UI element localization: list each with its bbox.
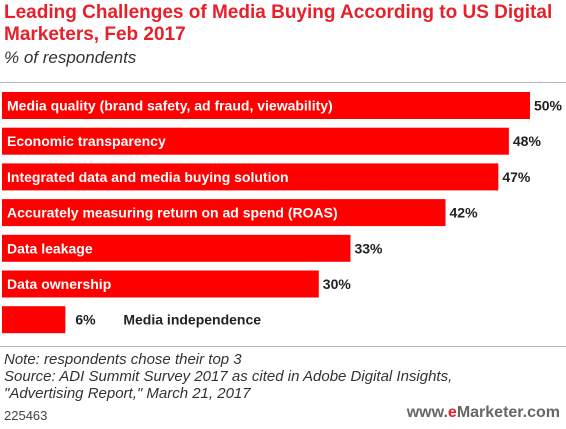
emarketer-logo: www.eMarketer.com [406, 404, 560, 421]
category-label-accurately-measuring-return-on-ad-spend-roas: Accurately measuring return on ad spend … [7, 205, 338, 221]
bar-chart: Media quality (brand safety, ad fraud, v… [2, 92, 563, 334]
value-label-economic-transparency: 48% [513, 133, 542, 149]
category-label-integrated-data-and-media-buying-solution: Integrated data and media buying solutio… [7, 169, 289, 185]
value-label-data-ownership: 30% [323, 276, 352, 292]
chart-subtitle: % of respondents [4, 48, 137, 67]
chart-id: 225463 [4, 408, 48, 423]
category-label-data-ownership: Data ownership [7, 276, 111, 292]
note-text: Note: respondents chose their top 3 [4, 351, 242, 368]
category-label-media-independence: Media independence [123, 312, 261, 328]
category-label-economic-transparency: Economic transparency [7, 133, 166, 149]
value-label-media-independence: 6% [75, 312, 96, 328]
chart-title: Leading Challenges of Media Buying Accor… [4, 2, 553, 45]
value-label-media-quality-brand-safety-ad-fraud-viewability: 50% [534, 98, 563, 114]
bottom-divider [0, 346, 566, 347]
bar-integrated-data-and-media-buying-solution [2, 163, 499, 191]
category-label-data-leakage: Data leakage [7, 240, 93, 256]
category-label-media-quality-brand-safety-ad-fraud-viewability: Media quality (brand safety, ad fraud, v… [7, 98, 333, 114]
source-line-1: Source: ADI Summit Survey 2017 as cited … [4, 368, 453, 385]
bar-media-quality-brand-safety-ad-fraud-viewability [2, 92, 530, 119]
source-line-2: "Advertising Report," March 21, 2017 [4, 385, 251, 402]
value-label-accurately-measuring-return-on-ad-spend-roas: 42% [450, 205, 479, 221]
top-divider [0, 82, 566, 83]
value-label-integrated-data-and-media-buying-solution: 47% [502, 169, 531, 185]
chart-notes: Note: respondents chose their top 3 Sour… [4, 351, 560, 402]
bar-accurately-measuring-return-on-ad-spend-roas [2, 199, 446, 227]
bar-media-independence [2, 306, 66, 334]
bar-data-ownership [2, 270, 319, 298]
value-label-data-leakage: 33% [354, 240, 383, 256]
bar-economic-transparency [2, 127, 509, 155]
bar-data-leakage [2, 234, 351, 262]
